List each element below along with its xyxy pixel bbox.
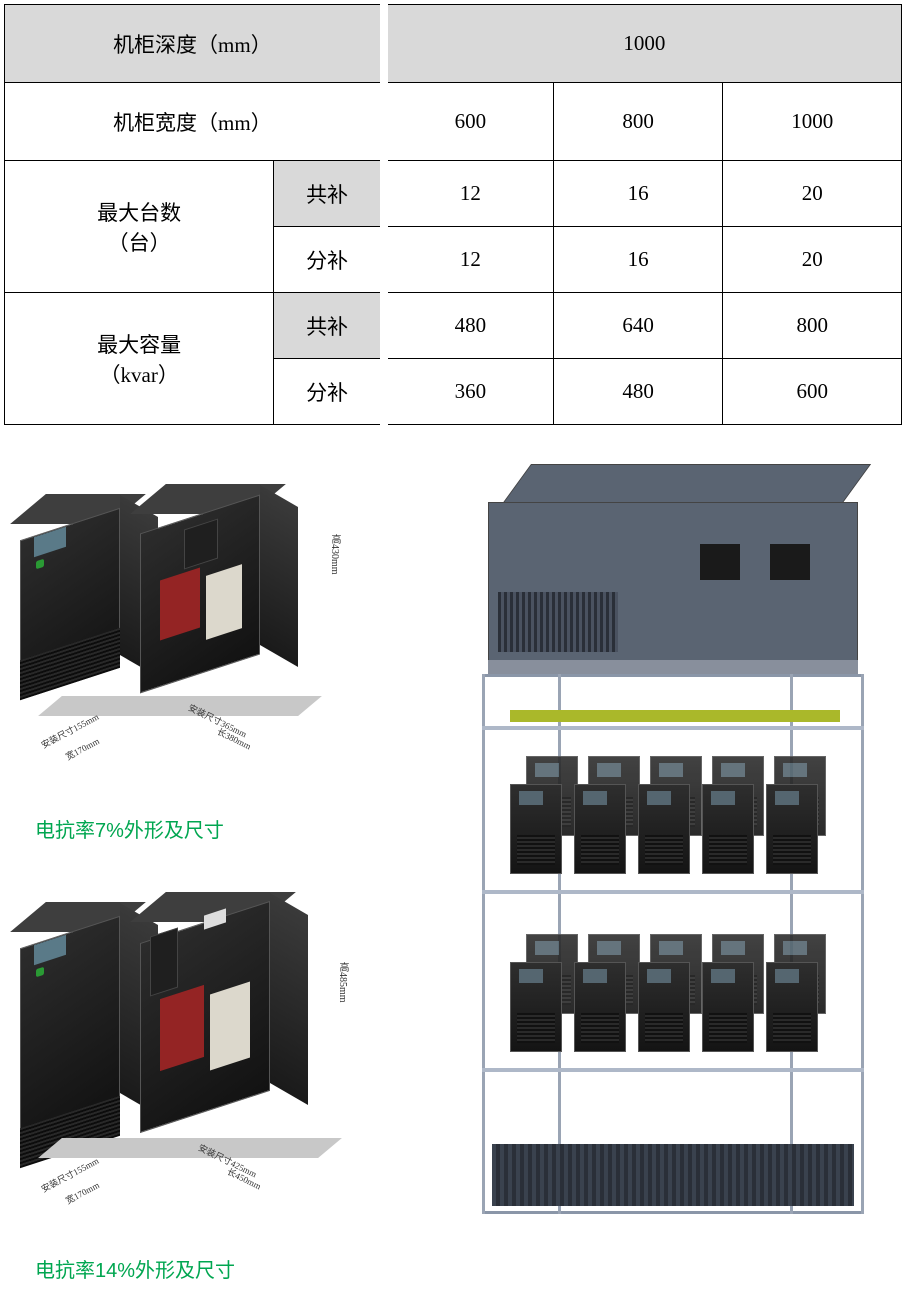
cap-common-1: 640: [553, 293, 723, 359]
cabinet-depth-value: 1000: [384, 5, 902, 83]
sub-split-2: 分补: [274, 359, 384, 425]
width-val-2: 1000: [723, 83, 902, 161]
width-val-0: 600: [384, 83, 554, 161]
cabinet-depth-label: 机柜深度（mm）: [5, 5, 384, 83]
dim-width-14: 宽170mm: [63, 1178, 101, 1207]
cap-common-2: 800: [723, 293, 902, 359]
device-7pct-figure: 高430mm 安装尺寸155mm 宽170mm 安装尺寸365mm 长380mm: [20, 464, 360, 794]
units-split-1: 16: [553, 227, 723, 293]
cabinet-width-label: 机柜宽度（mm）: [5, 83, 384, 161]
device-7-left-unit: [20, 494, 140, 694]
figures-area: 高430mm 安装尺寸155mm 宽170mm 安装尺寸365mm 长380mm…: [0, 444, 908, 1290]
cap-split-2: 600: [723, 359, 902, 425]
units-common-2: 20: [723, 161, 902, 227]
units-split-0: 12: [384, 227, 554, 293]
device-14-right-unit: [140, 892, 280, 1122]
caption-14pct: 电抗率14%外形及尺寸: [35, 1254, 235, 1283]
units-common-1: 16: [553, 161, 723, 227]
cap-common-0: 480: [384, 293, 554, 359]
cap-split-1: 480: [553, 359, 723, 425]
width-val-1: 800: [553, 83, 723, 161]
rack-figure: [470, 464, 880, 1234]
units-common-0: 12: [384, 161, 554, 227]
cap-split-0: 360: [384, 359, 554, 425]
sub-common-2: 共补: [274, 293, 384, 359]
device-14pct-figure: 高485mm 安装尺寸155mm 宽170mm 安装尺寸425mm 长450mm: [20, 872, 360, 1232]
sub-common-1: 共补: [274, 161, 384, 227]
spec-table: 机柜深度（mm） 1000 机柜宽度（mm） 600 800 1000 最大台数…: [4, 4, 902, 425]
caption-7pct: 电抗率7%外形及尺寸: [35, 814, 224, 843]
units-split-2: 20: [723, 227, 902, 293]
device-7-right-unit: [140, 484, 280, 684]
device-14-left-unit: [20, 902, 140, 1132]
max-units-label: 最大台数 （台）: [5, 161, 274, 293]
dim-height-7: 高430mm: [327, 534, 342, 575]
dim-height-14: 高485mm: [335, 962, 350, 1003]
sub-split-1: 分补: [274, 227, 384, 293]
max-capacity-label: 最大容量 （kvar）: [5, 293, 274, 425]
